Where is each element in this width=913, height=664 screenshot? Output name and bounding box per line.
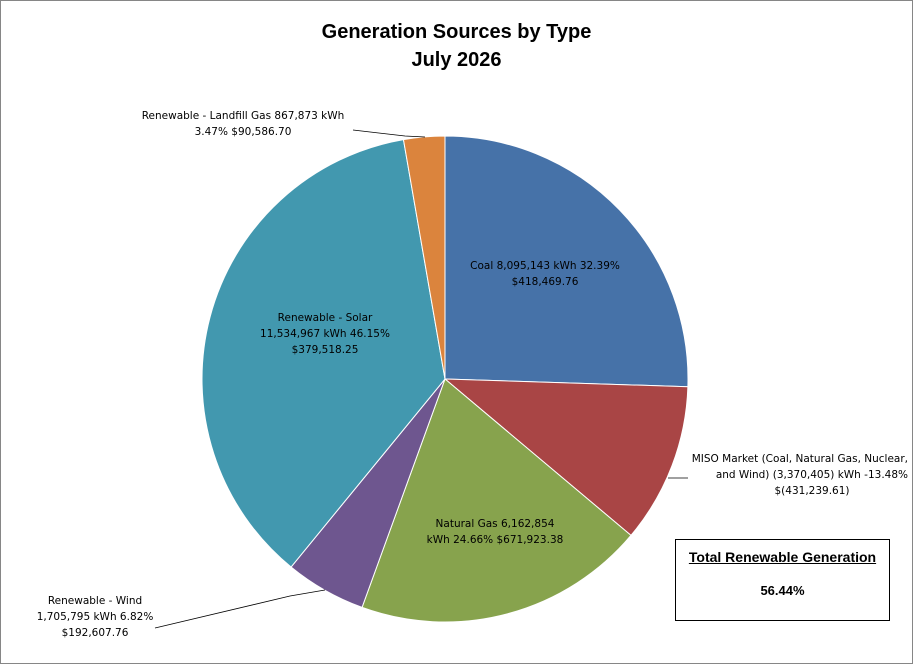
data-label-coal-line1: Coal 8,095,143 kWh 32.39% [470, 260, 620, 272]
data-label-landfill-line2: 3.47% $90,586.70 [194, 126, 292, 138]
chart-title: Generation Sources by Type [321, 21, 592, 43]
chart-title-block: Generation Sources by Type July 2026 [0, 18, 913, 74]
renewable-summary-value: 56.44% [760, 583, 805, 598]
data-label-miso-line1: MISO Market (Coal, Natural Gas, Nuclear, [691, 453, 908, 465]
leader-line-landfill [352, 129, 426, 138]
data-label-wind-line3: $192,607.76 [61, 627, 129, 639]
renewable-summary-box: Total Renewable Generation 56.44% [675, 539, 890, 621]
pie-slice-natgas [361, 378, 632, 623]
data-label-miso-line2: and Wind) (3,370,405) kWh -13.48% [715, 469, 908, 481]
leader-line-wind [154, 589, 326, 629]
pie-slice-solar [201, 139, 446, 568]
data-label-natgas-line2: kWh 24.66% $671,923.38 [426, 534, 564, 546]
leader-lines [154, 129, 688, 629]
data-label-miso-line3: $(431,239.61) [774, 485, 850, 497]
data-label-landfill: Renewable - Landfill Gas 867,873 kWh 3.4… [118, 108, 368, 140]
data-label-wind: Renewable - Wind 1,705,795 kWh 6.82% $19… [20, 593, 170, 641]
data-label-natgas-line1: Natural Gas 6,162,854 [435, 518, 555, 530]
data-label-landfill-line1: Renewable - Landfill Gas 867,873 kWh [141, 110, 345, 122]
pie-slices [201, 135, 689, 623]
data-label-natural-gas: Natural Gas 6,162,854 kWh 24.66% $671,92… [400, 516, 590, 548]
chart-subtitle: July 2026 [411, 49, 502, 71]
data-label-solar: Renewable - Solar 11,534,967 kWh 46.15% … [230, 310, 420, 358]
data-label-solar-line2: 11,534,967 kWh 46.15% [260, 328, 390, 340]
data-label-coal-line2: $418,469.76 [511, 276, 579, 288]
pie-slice-miso [443, 378, 689, 537]
data-label-miso: MISO Market (Coal, Natural Gas, Nuclear,… [686, 451, 908, 499]
pie-slice-coal [444, 135, 689, 388]
data-label-coal: Coal 8,095,143 kWh 32.39% $418,469.76 [450, 258, 640, 290]
renewable-summary-title: Total Renewable Generation [688, 549, 877, 565]
data-label-solar-line1: Renewable - Solar [277, 312, 373, 324]
data-label-wind-line2: 1,705,795 kWh 6.82% [36, 611, 154, 623]
data-label-wind-line1: Renewable - Wind [47, 595, 143, 607]
data-label-solar-line3: $379,518.25 [291, 344, 359, 356]
